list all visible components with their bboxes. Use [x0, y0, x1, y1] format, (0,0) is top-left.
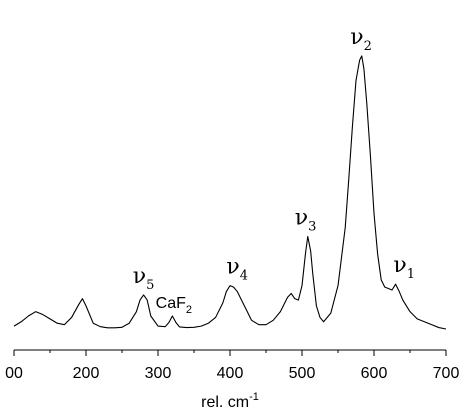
- x-tick-label: 600: [361, 365, 388, 382]
- peak-annotation-symbol: ν: [393, 253, 406, 278]
- x-tick-label: 500: [289, 365, 316, 382]
- peak-annotation-subscript: 1: [407, 267, 415, 282]
- peak-annotation-symbol: ν: [133, 264, 146, 289]
- peak-annotation-subscript: 2: [186, 304, 192, 316]
- peak-annotation-symbol: ν: [350, 25, 363, 50]
- peak-annotation-symbol: CaF: [156, 295, 186, 312]
- spectrum-line: [13, 55, 447, 330]
- x-ticks: 00 200 300 400 500 600 700: [5, 350, 459, 382]
- x-tick-label: 700: [433, 365, 460, 382]
- x-tick-label: 400: [217, 365, 244, 382]
- peak-annotation-subscript: 3: [308, 220, 316, 235]
- x-tick-label: 200: [73, 365, 100, 382]
- x-tick-label: 00: [5, 365, 23, 382]
- peak-annotation: ν4: [226, 255, 248, 284]
- peak-annotation-subscript: 2: [364, 39, 372, 54]
- peak-annotation-symbol: ν: [295, 206, 308, 231]
- series-group: [13, 55, 447, 330]
- x-axis-title-text: rel. cm: [201, 394, 249, 411]
- peak-annotation-subscript: 4: [240, 269, 248, 284]
- x-axis-title: rel. cm-1: [201, 391, 259, 411]
- peak-annotation: CaF2: [156, 295, 192, 316]
- x-tick-label: 300: [145, 365, 172, 382]
- peak-annotation: ν5: [133, 264, 155, 293]
- peak-annotation-symbol: ν: [226, 255, 239, 280]
- peak-annotation: ν2: [350, 25, 372, 54]
- peak-annotation-subscript: 5: [146, 278, 154, 293]
- peak-annotation: ν1: [393, 253, 415, 282]
- x-axis-title-superscript: -1: [249, 391, 259, 403]
- peak-annotation: ν3: [295, 206, 317, 235]
